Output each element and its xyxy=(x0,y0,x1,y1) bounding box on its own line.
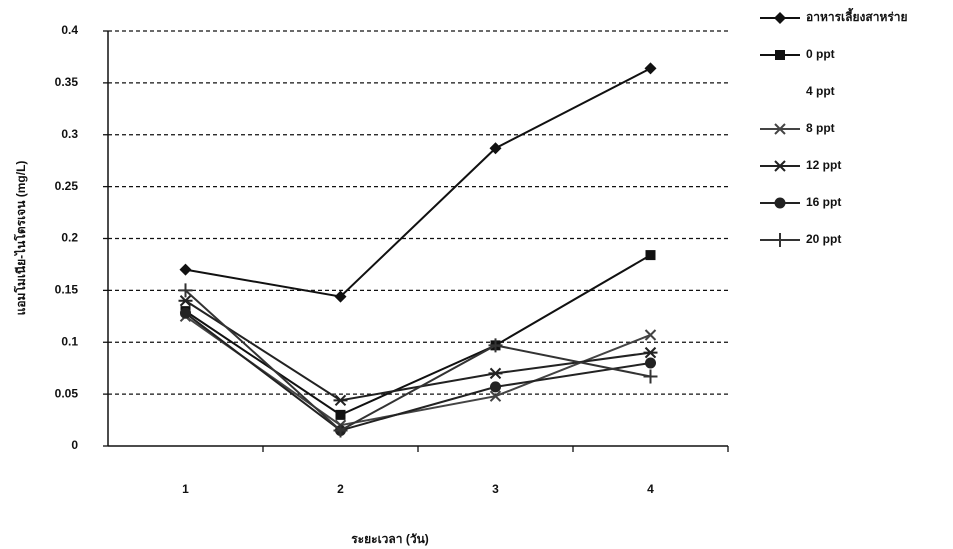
series-line xyxy=(185,67,651,298)
y-tick-label: 0.4 xyxy=(61,23,78,37)
x-tick-label: 4 xyxy=(647,482,654,496)
marker xyxy=(488,367,503,380)
marker xyxy=(773,233,787,247)
marker xyxy=(644,329,657,341)
marker xyxy=(334,290,347,303)
x-tick-label: 1 xyxy=(182,482,189,496)
marker xyxy=(178,283,193,298)
marker xyxy=(179,263,192,276)
marker xyxy=(333,394,348,407)
series-line xyxy=(184,299,651,402)
y-tick-label: 0.25 xyxy=(55,179,79,193)
x-tick-label: 2 xyxy=(337,482,344,496)
x-axis-title: ระยะเวลา (วัน) xyxy=(351,532,429,546)
legend-label: 0 ppt xyxy=(806,47,835,61)
marker xyxy=(645,250,656,261)
marker xyxy=(644,62,657,75)
y-tick-label: 0 xyxy=(71,438,78,452)
marker xyxy=(178,295,193,307)
y-axis-title: แอมโมเนีย-ไนโตรเจน (mg/L) xyxy=(13,161,28,316)
marker xyxy=(774,197,786,209)
legend-label: 20 ppt xyxy=(806,232,841,246)
marker xyxy=(773,160,787,172)
y-tick-label: 0.2 xyxy=(61,231,78,245)
marker xyxy=(643,346,658,359)
marker xyxy=(333,423,348,438)
marker xyxy=(490,381,501,393)
marker xyxy=(775,50,785,60)
marker xyxy=(643,369,658,384)
marker xyxy=(180,307,191,319)
marker xyxy=(645,357,656,369)
y-tick-label: 0.35 xyxy=(55,75,79,89)
series-line xyxy=(184,254,652,417)
legend-label: 8 ppt xyxy=(806,121,835,135)
y-tick-label: 0.15 xyxy=(55,283,79,297)
series-line xyxy=(184,289,651,432)
y-tick-label: 0.3 xyxy=(61,127,78,141)
y-tick-label: 0.1 xyxy=(61,334,78,348)
marker xyxy=(335,409,346,420)
y-tick-label: 0.05 xyxy=(55,386,79,400)
x-tick-label: 3 xyxy=(492,482,499,496)
marker xyxy=(489,142,502,155)
legend-label: 12 ppt xyxy=(806,158,841,172)
legend-label: 4 ppt xyxy=(806,84,835,98)
legend-label: 16 ppt xyxy=(806,195,841,209)
marker xyxy=(488,338,503,353)
legend-label: อาหารเลี้ยงสาหร่าย xyxy=(806,7,908,24)
marker xyxy=(774,12,786,24)
marker xyxy=(489,390,502,402)
series-line xyxy=(184,312,651,432)
marker xyxy=(774,123,786,135)
